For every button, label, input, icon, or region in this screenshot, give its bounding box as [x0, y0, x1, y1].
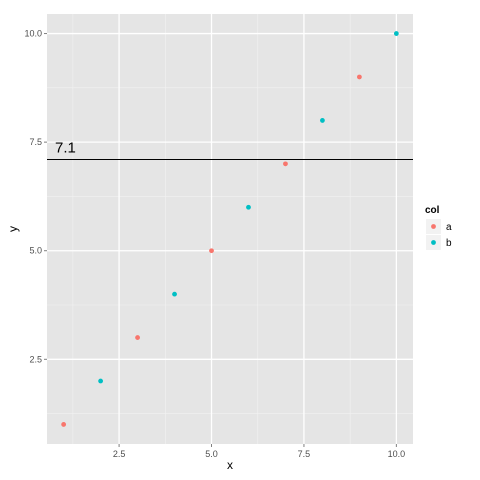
data-point-b — [246, 204, 251, 210]
legend-label-a: a — [446, 222, 452, 233]
legend: col ab — [425, 205, 452, 250]
panel-background — [47, 14, 413, 444]
legend-title: col — [425, 205, 440, 216]
minor-gridlines — [47, 14, 413, 444]
data-point-b — [172, 291, 177, 297]
data-point-a — [209, 248, 214, 254]
data-points — [61, 31, 399, 427]
x-tick-label: 7.5 — [298, 449, 311, 459]
y-axis-title: y — [6, 226, 20, 232]
x-axis: 2.5 5.0 7.5 10.0 — [113, 444, 405, 459]
x-tick-label: 10.0 — [388, 449, 406, 459]
x-axis-title: x — [227, 458, 233, 472]
y-tick-label: 5.0 — [29, 246, 42, 256]
data-point-a — [135, 335, 140, 340]
data-point-a — [61, 422, 67, 427]
legend-label-b: b — [446, 238, 452, 249]
data-point-b — [98, 378, 104, 384]
data-point-a — [283, 161, 288, 167]
y-axis: 2.5 5.0 7.5 10.0 — [24, 29, 47, 364]
reference-line-label: 7.1 — [55, 140, 76, 157]
data-point-a — [356, 74, 362, 80]
data-point-b — [320, 118, 325, 123]
legend-point-b — [431, 240, 436, 245]
y-tick-label: 7.5 — [29, 137, 42, 147]
x-tick-label: 5.0 — [205, 449, 218, 459]
y-tick-label: 2.5 — [29, 354, 42, 364]
reference-line-group: 7.1 — [47, 140, 413, 161]
data-point-b — [393, 31, 399, 36]
y-tick-label: 10.0 — [24, 29, 42, 39]
x-tick-label: 2.5 — [113, 449, 126, 459]
major-gridlines — [47, 14, 413, 444]
legend-point-a — [431, 224, 436, 229]
